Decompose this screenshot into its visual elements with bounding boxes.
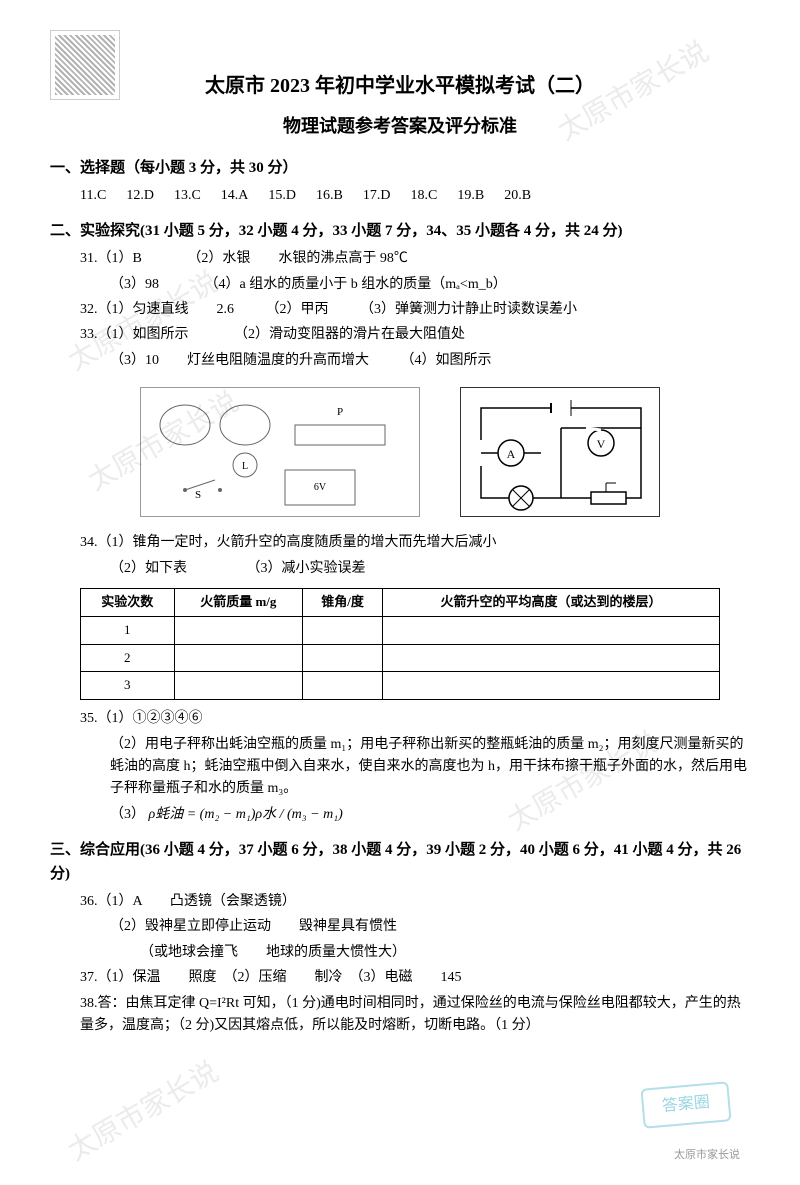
ans-13: 13.C	[174, 185, 201, 207]
q35-1: 35.（1）①②③④⑥	[80, 708, 750, 730]
q31-3: （3）98	[110, 277, 159, 292]
section3-title: 三、综合应用(36 小题 4 分，37 小题 6 分，38 小题 4 分，39 …	[50, 838, 750, 886]
experiment-table: 实验次数 火箭质量 m/g 锥角/度 火箭升空的平均高度（或达到的楼层） 1 2…	[80, 588, 720, 700]
stamp: 答案圈	[640, 1081, 731, 1129]
ans-18: 18.C	[411, 185, 438, 207]
circuit-diagram: A V	[460, 387, 660, 517]
th-1: 火箭质量 m/g	[174, 588, 302, 616]
table-row: 1	[81, 616, 720, 644]
th-2: 锥角/度	[303, 588, 383, 616]
section2-title: 二、实验探究(31 小题 5 分，32 小题 4 分，33 小题 7 分，34、…	[50, 219, 750, 243]
q35-3-label: （3）	[110, 807, 145, 822]
q35-2: （2）用电子秤称出蚝油空瓶的质量 m₁；用电子秤称出新买的整瓶蚝油的质量 m₂；…	[110, 734, 750, 801]
q33-34: （3）10 灯丝电阻随温度的升高而增大 （4）如图所示	[110, 350, 750, 372]
q34-23: （2）如下表 （3）减小实验误差	[110, 558, 750, 580]
ans-20: 20.B	[504, 185, 531, 207]
svg-text:L: L	[242, 461, 248, 472]
circuit-photo: P L 6V S	[140, 387, 420, 517]
table-row: 2	[81, 644, 720, 672]
q38: 38.答：由焦耳定律 Q=I²Rt 可知，（1 分)通电时间相同时，通过保险丝的…	[80, 993, 750, 1038]
circuit-svg: A V	[461, 388, 661, 518]
ans-11: 11.C	[80, 185, 106, 207]
ans-17: 17.D	[363, 185, 391, 207]
q33-2: （2）滑动变阻器的滑片在最大阻值处	[234, 327, 465, 342]
title-line2: 物理试题参考答案及评分标准	[50, 112, 750, 141]
svg-text:S: S	[195, 489, 201, 501]
q31-4: （4）a 组水的质量小于 b 组水的质量（mₐ<m_b）	[205, 277, 507, 292]
svg-text:6V: 6V	[314, 482, 327, 493]
q35-3: （3） ρ蚝油 = (m₂ − m₁)ρ水 / (m₃ − m₁)	[110, 804, 750, 826]
table-row: 3	[81, 672, 720, 700]
watermark: 太原市家长说	[60, 1051, 228, 1174]
svg-text:V: V	[597, 437, 606, 451]
q31-34: （3）98 （4）a 组水的质量小于 b 组水的质量（mₐ<m_b）	[110, 274, 750, 296]
section1-title: 一、选择题（每小题 3 分，共 30 分）	[50, 156, 750, 180]
q33-4: （4）如图所示	[401, 353, 492, 368]
ans-14: 14.A	[221, 185, 249, 207]
q33-3: （3）10 灯丝电阻随温度的升高而增大	[110, 353, 369, 368]
footer-right: 太原市家长说	[674, 1147, 740, 1165]
q31-1: 31.（1）B	[80, 251, 142, 266]
circuit-photo-svg: P L 6V S	[145, 390, 415, 515]
ans-12: 12.D	[126, 185, 154, 207]
q34-2: （2）如下表	[110, 561, 187, 576]
ans-16: 16.B	[316, 185, 343, 207]
q33-1: 33.（1）如图所示	[80, 327, 189, 342]
q33: 33.（1）如图所示 （2）滑动变阻器的滑片在最大阻值处	[80, 324, 750, 346]
svg-text:A: A	[507, 447, 516, 461]
q34-1: 34.（1）锥角一定时，火箭升空的高度随质量的增大而先增大后减小	[80, 532, 750, 554]
q32: 32.（1）匀速直线 2.6 （2）甲丙 （3）弹簧测力计静止时读数误差小	[80, 299, 750, 321]
th-3: 火箭升空的平均高度（或达到的楼层）	[383, 588, 720, 616]
q35-formula: ρ蚝油 = (m₂ − m₁)ρ水 / (m₃ − m₁)	[149, 807, 343, 822]
mc-answers: 11.C 12.D 13.C 14.A 15.D 16.B 17.D 18.C …	[80, 185, 750, 207]
q31: 31.（1）B （2）水银 水银的沸点高于 98℃	[80, 248, 750, 270]
q34-3: （3）减小实验误差	[247, 561, 366, 576]
q37: 37.（1）保温 照度 （2）压缩 制冷 （3）电磁 145	[80, 967, 750, 989]
ans-15: 15.D	[268, 185, 296, 207]
ans-19: 19.B	[457, 185, 484, 207]
q31-2: （2）水银 水银的沸点高于 98℃	[187, 251, 408, 266]
th-0: 实验次数	[81, 588, 175, 616]
figure-row: P L 6V S A V	[50, 387, 750, 517]
svg-text:P: P	[337, 406, 343, 418]
q36-2b: （或地球会撞飞 地球的质量大惯性大）	[140, 942, 750, 964]
q32-2: （2）甲丙	[266, 302, 329, 317]
q32-3: （3）弹簧测力计静止时读数误差小	[360, 302, 577, 317]
q32-1: 32.（1）匀速直线 2.6	[80, 302, 234, 317]
q36-2a: （2）毁神星立即停止运动 毁神星具有惯性	[110, 916, 750, 938]
q36-1: 36.（1）A 凸透镜（会聚透镜）	[80, 891, 750, 913]
qr-code	[50, 30, 120, 100]
title-line1: 太原市 2023 年初中学业水平模拟考试（二）	[50, 70, 750, 102]
